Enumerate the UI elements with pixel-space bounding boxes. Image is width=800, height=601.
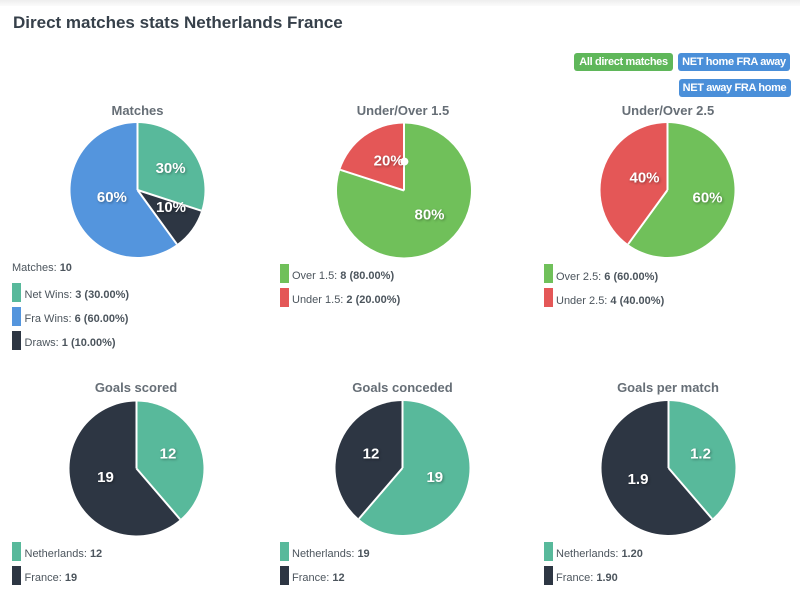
- svg-text:19: 19: [426, 469, 443, 486]
- svg-text:20%: 20%: [374, 153, 404, 170]
- svg-text:80%: 80%: [414, 207, 444, 224]
- svg-text:10%: 10%: [156, 199, 186, 216]
- svg-text:1.2: 1.2: [690, 445, 711, 462]
- svg-text:30%: 30%: [156, 160, 186, 177]
- svg-text:40%: 40%: [629, 169, 659, 186]
- svg-text:60%: 60%: [97, 189, 127, 206]
- svg-text:12: 12: [363, 445, 380, 462]
- svg-text:1.9: 1.9: [628, 471, 649, 488]
- svg-text:60%: 60%: [692, 190, 722, 207]
- svg-text:19: 19: [97, 469, 114, 486]
- svg-text:12: 12: [160, 445, 177, 462]
